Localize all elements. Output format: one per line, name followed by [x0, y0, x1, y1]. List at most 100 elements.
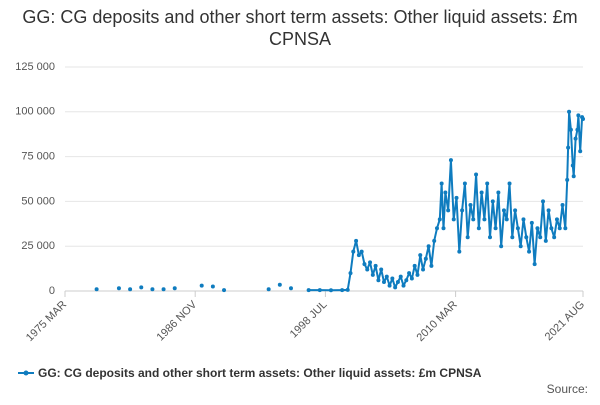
- point: [541, 199, 546, 204]
- point: [529, 220, 534, 225]
- point: [404, 278, 409, 283]
- point: [575, 127, 580, 132]
- point: [351, 249, 356, 254]
- point: [510, 235, 515, 240]
- point: [557, 226, 562, 231]
- point: [407, 271, 412, 276]
- point: [415, 272, 420, 277]
- point: [359, 249, 364, 254]
- point: [439, 181, 444, 186]
- y-tick-label: 25 000: [21, 240, 55, 252]
- point: [490, 199, 495, 204]
- point: [210, 284, 215, 289]
- point: [340, 288, 345, 293]
- point: [437, 217, 442, 222]
- legend-label: GG: CG deposits and other short term ass…: [38, 366, 482, 380]
- point: [549, 226, 554, 231]
- point: [128, 287, 133, 292]
- point: [409, 276, 414, 281]
- point: [501, 208, 506, 213]
- point: [448, 158, 453, 163]
- point: [570, 163, 575, 168]
- point: [384, 274, 389, 279]
- point: [552, 235, 557, 240]
- point: [462, 181, 467, 186]
- point: [563, 226, 568, 231]
- point: [513, 208, 518, 213]
- point: [496, 190, 501, 195]
- point: [222, 288, 227, 293]
- point: [515, 226, 520, 231]
- y-tick-label: 0: [49, 285, 55, 297]
- point: [317, 288, 322, 293]
- point: [345, 287, 350, 292]
- point: [457, 249, 462, 254]
- legend-dot: [23, 370, 29, 376]
- y-tick-label: 100 000: [15, 106, 55, 118]
- point: [499, 244, 504, 249]
- point: [546, 208, 551, 213]
- point: [362, 262, 367, 267]
- point: [432, 238, 437, 243]
- point: [518, 244, 523, 249]
- source: Source:: [547, 382, 588, 396]
- point: [465, 235, 470, 240]
- point: [538, 235, 543, 240]
- point: [454, 195, 459, 200]
- point: [446, 208, 451, 213]
- point: [543, 238, 548, 243]
- point: [199, 283, 204, 288]
- point: [365, 267, 370, 272]
- point: [482, 217, 487, 222]
- point: [434, 226, 439, 231]
- point: [423, 256, 428, 261]
- point: [429, 263, 434, 268]
- point: [172, 286, 177, 291]
- x-tick-label: 2021 AUG: [543, 299, 587, 343]
- point: [443, 190, 448, 195]
- point: [150, 287, 155, 292]
- point: [567, 109, 572, 114]
- point: [306, 288, 311, 293]
- point: [94, 287, 99, 292]
- point: [460, 208, 465, 213]
- point: [161, 287, 166, 292]
- point: [527, 249, 532, 254]
- point: [521, 217, 526, 222]
- point: [398, 274, 403, 279]
- point: [354, 238, 359, 243]
- title-box: GG: CG deposits and other short term ass…: [22, 7, 577, 49]
- point: [393, 285, 398, 290]
- point: [573, 136, 578, 141]
- point: [468, 202, 473, 207]
- point: [373, 263, 378, 268]
- point: [476, 226, 481, 231]
- point: [139, 285, 144, 290]
- y-tick-label: 75 000: [21, 151, 55, 163]
- point: [532, 262, 537, 267]
- point: [566, 145, 571, 150]
- point: [560, 202, 565, 207]
- point: [426, 244, 431, 249]
- point: [379, 267, 384, 272]
- point: [376, 278, 381, 283]
- point: [474, 172, 479, 177]
- point: [479, 190, 484, 195]
- point: [554, 217, 559, 222]
- point: [116, 286, 121, 291]
- point: [576, 113, 581, 118]
- point: [277, 282, 282, 287]
- point: [266, 287, 271, 292]
- point: [387, 283, 392, 288]
- y-tick-label: 50 000: [21, 195, 55, 207]
- point: [288, 286, 293, 291]
- point: [493, 226, 498, 231]
- point: [535, 226, 540, 231]
- point: [578, 149, 583, 154]
- x-tick-label: 2010 MAR: [415, 299, 460, 344]
- point: [571, 174, 576, 179]
- point: [401, 283, 406, 288]
- point: [348, 271, 353, 276]
- point: [418, 253, 423, 258]
- point: [441, 226, 446, 231]
